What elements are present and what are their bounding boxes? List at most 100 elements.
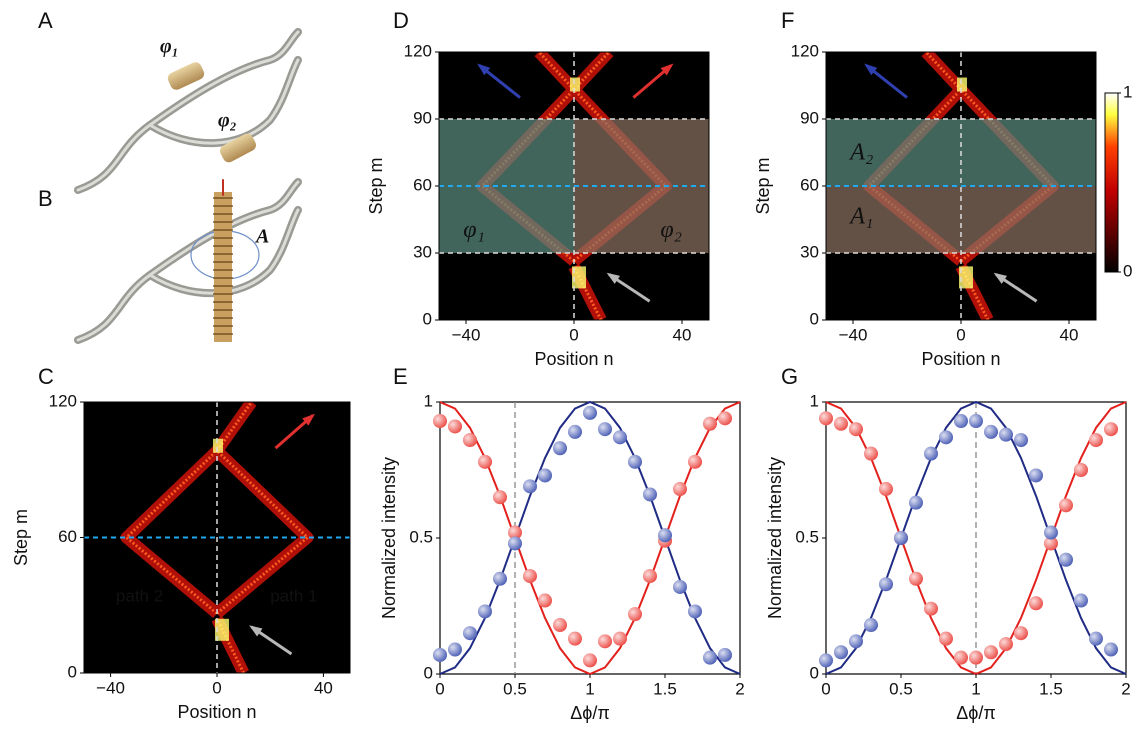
highlight — [969, 414, 983, 429]
frame — [439, 401, 741, 675]
highlight — [1014, 433, 1028, 448]
hot-spot — [570, 77, 580, 92]
highlight — [583, 405, 597, 420]
highlight — [984, 645, 998, 660]
highlight — [1029, 596, 1043, 611]
x-tick-label: 40 — [1060, 325, 1079, 344]
highlight — [523, 569, 537, 584]
highlight — [999, 427, 1013, 442]
y-tick-label: 60 — [413, 175, 432, 194]
y-axis-title: Normalized intensity — [765, 457, 785, 619]
arrow-head — [660, 63, 674, 76]
x-tick-label: 2 — [1121, 679, 1130, 698]
walk-core — [124, 449, 219, 615]
x-tick-label: 0 — [821, 679, 830, 698]
y-tick-label: 120 — [49, 391, 77, 410]
panel-label: G — [781, 364, 798, 389]
highlight — [849, 422, 863, 437]
y-tick-label: 0 — [810, 663, 819, 682]
highlight — [1029, 468, 1043, 483]
y-tick-label: 60 — [800, 175, 819, 194]
highlight — [478, 454, 492, 469]
highlight — [613, 430, 627, 445]
x-tick-label: 0.5 — [889, 679, 913, 698]
highlight — [628, 607, 642, 622]
annotation: A — [254, 226, 269, 248]
highlight — [1014, 626, 1028, 641]
highlight — [1104, 642, 1118, 657]
highlight — [939, 430, 953, 445]
annotation: path 2 — [116, 587, 163, 606]
x-tick-label: 1.5 — [1039, 679, 1063, 698]
highlight — [538, 468, 552, 483]
walk-core — [537, 52, 576, 91]
y-tick-label: 30 — [800, 242, 819, 261]
hot-spot — [213, 438, 223, 453]
highlight — [508, 525, 522, 540]
hot-spot — [572, 266, 586, 289]
y-axis-title: Step m — [366, 157, 386, 214]
highlight — [448, 419, 462, 434]
highlight — [658, 528, 672, 543]
highlight — [864, 618, 878, 633]
highlight — [954, 414, 968, 429]
illustration-a — [74, 28, 302, 194]
y-tick-label: 0 — [810, 309, 819, 328]
highlight — [718, 411, 732, 426]
highlight — [924, 446, 938, 461]
colorbar-tick-label: 0 — [1123, 261, 1132, 280]
highlight — [508, 536, 522, 551]
x-tick-label: 1 — [585, 679, 594, 698]
highlight — [673, 482, 687, 497]
highlight — [819, 653, 833, 668]
highlight — [493, 490, 507, 505]
colorbar — [1104, 92, 1119, 273]
highlight — [849, 634, 863, 649]
heatmap — [826, 52, 1096, 320]
highlight — [553, 441, 567, 456]
arrow-head — [864, 63, 878, 76]
y-tick-label: 90 — [800, 108, 819, 127]
arrow-head — [477, 63, 491, 76]
highlight — [1104, 422, 1118, 437]
colorbar-tick-label: 1 — [1123, 82, 1132, 101]
y-tick-label: 90 — [413, 108, 432, 127]
panel-label: E — [393, 364, 408, 389]
x-tick-label: 40 — [673, 325, 692, 344]
highlight — [643, 487, 657, 502]
fit-line — [439, 401, 741, 676]
walk-core — [215, 449, 310, 615]
y-tick-label: 0 — [423, 309, 432, 328]
highlight — [643, 569, 657, 584]
highlight — [568, 631, 582, 646]
highlight — [909, 571, 923, 586]
x-tick-label: 0 — [435, 679, 444, 698]
y-tick-label: 120 — [404, 41, 432, 60]
highlight — [688, 604, 702, 619]
x-tick-label: 0 — [569, 325, 578, 344]
x-tick-label: 1.5 — [653, 679, 677, 698]
y-tick-label: 30 — [413, 242, 432, 261]
annotation: A₂ — [848, 139, 873, 165]
highlight — [954, 650, 968, 665]
panel-label: A — [38, 8, 53, 33]
highlight — [1059, 552, 1073, 567]
arrow-head — [302, 413, 316, 426]
walk-core — [924, 52, 963, 91]
x-tick-label: 1 — [971, 679, 980, 698]
highlight — [834, 645, 848, 660]
highlight — [463, 433, 477, 448]
highlight — [1044, 536, 1058, 551]
y-axis-title: Normalized intensity — [379, 457, 399, 619]
x-tick-label: 0 — [956, 325, 965, 344]
highlight — [879, 482, 893, 497]
highlight — [894, 531, 908, 545]
highlight — [819, 411, 833, 426]
y-axis-title: Step m — [753, 157, 773, 214]
x-tick-label: 0 — [212, 678, 221, 697]
highlight — [703, 416, 717, 431]
panel-label: C — [38, 364, 54, 389]
highlight — [568, 424, 582, 439]
hot-spot — [957, 77, 967, 92]
